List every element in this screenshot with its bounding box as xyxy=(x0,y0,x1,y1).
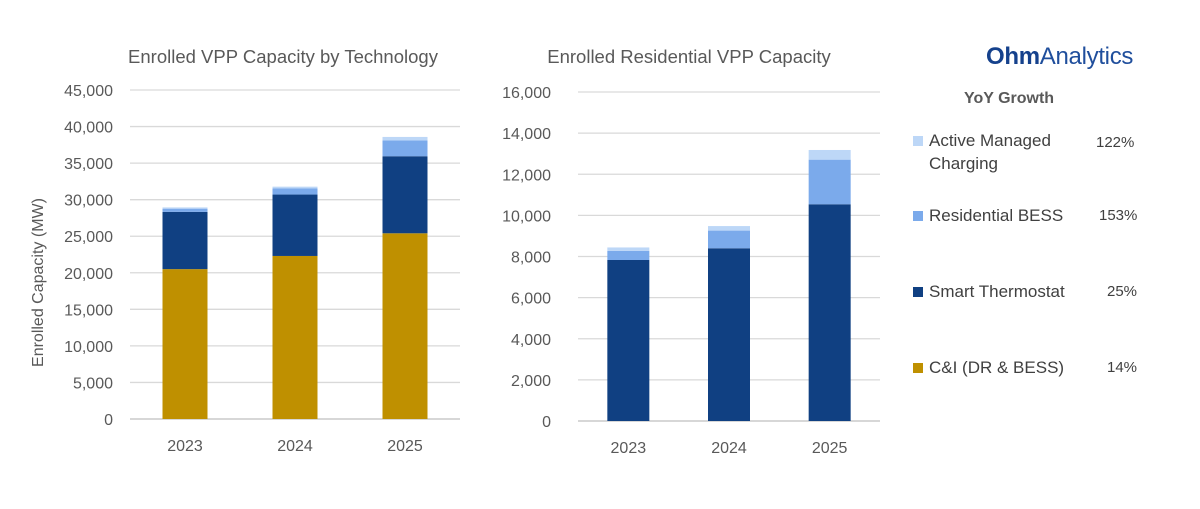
x-tick-label: 2024 xyxy=(277,438,313,455)
legend-item-smart-thermostat: Smart Thermostat xyxy=(913,280,1065,303)
bar-segment-c-i-dr-bess--2023 xyxy=(162,269,208,419)
legend-title: YoY Growth xyxy=(964,90,1055,107)
bar-segment-c-i-dr-bess--2024 xyxy=(272,255,318,419)
y-tick-label: 12,000 xyxy=(502,167,551,184)
y-tick-label: 5,000 xyxy=(73,375,113,392)
y-tick-label: 14,000 xyxy=(502,126,551,143)
bar-segment-residential-bess-2025 xyxy=(808,159,851,205)
y-tick-label: 0 xyxy=(104,412,113,429)
y-tick-label: 0 xyxy=(542,414,551,431)
legend-label: C&I (DR & BESS) xyxy=(929,358,1065,377)
y-tick-label: 30,000 xyxy=(64,193,113,210)
legend-swatch xyxy=(913,136,923,146)
bar-segment-active-managed-charging-2024 xyxy=(272,186,318,189)
bar-segment-smart-thermostat-2025 xyxy=(382,156,428,234)
legend-item-active-managed-charging: Active Managed Charging xyxy=(913,129,1063,175)
bar-segment-c-i-dr-bess--2025 xyxy=(382,233,428,419)
y-tick-label: 25,000 xyxy=(64,229,113,246)
bar-segment-residential-bess-2024 xyxy=(272,188,318,195)
legend-swatch xyxy=(913,363,923,373)
legend-swatch xyxy=(913,211,923,221)
bar-segment-active-managed-charging-2024 xyxy=(708,226,750,231)
bar-segment-active-managed-charging-2023 xyxy=(162,207,208,209)
bar-segment-residential-bess-2023 xyxy=(162,208,208,212)
growth-active-managed-charging: 122% xyxy=(1096,134,1135,151)
bar-segment-smart-thermostat-2024 xyxy=(708,248,750,421)
bar-segment-smart-thermostat-2024 xyxy=(272,194,318,256)
bar-segment-smart-thermostat-2023 xyxy=(162,211,208,270)
legend-item-residential-bess: Residential BESS xyxy=(913,204,1063,227)
growth-ci-dr-bess: 14% xyxy=(1107,359,1138,376)
bar-segment-smart-thermostat-2023 xyxy=(607,259,650,421)
y-axis-label: Enrolled Capacity (MW) xyxy=(30,198,47,367)
y-tick-label: 16,000 xyxy=(502,85,551,102)
y-tick-label: 40,000 xyxy=(64,120,113,137)
chart-title: Enrolled Residential VPP Capacity xyxy=(547,46,831,67)
bar-segment-smart-thermostat-2025 xyxy=(808,204,851,421)
bar-segment-active-managed-charging-2025 xyxy=(808,149,851,160)
legend-swatch xyxy=(913,287,923,297)
y-tick-label: 2,000 xyxy=(511,373,551,390)
bar-segment-residential-bess-2023 xyxy=(607,250,650,260)
x-tick-label: 2024 xyxy=(711,440,747,457)
x-tick-label: 2023 xyxy=(167,438,203,455)
y-tick-label: 10,000 xyxy=(502,208,551,225)
y-tick-label: 10,000 xyxy=(64,339,113,356)
legend-label: Smart Thermostat xyxy=(929,282,1065,301)
x-tick-label: 2023 xyxy=(611,440,647,457)
bar-segment-residential-bess-2024 xyxy=(708,230,750,249)
chart-title: Enrolled VPP Capacity by Technology xyxy=(128,46,439,67)
growth-smart-thermostat: 25% xyxy=(1107,283,1138,300)
y-tick-label: 35,000 xyxy=(64,156,113,173)
y-tick-label: 8,000 xyxy=(511,250,551,267)
growth-residential-bess: 153% xyxy=(1099,207,1138,224)
bar-segment-residential-bess-2025 xyxy=(382,140,428,157)
legend-label: Residential BESS xyxy=(929,206,1064,225)
legend-item-ci-dr-bess: C&I (DR & BESS) xyxy=(913,356,1064,379)
y-tick-label: 45,000 xyxy=(64,83,113,100)
y-tick-label: 20,000 xyxy=(64,266,113,283)
y-tick-label: 4,000 xyxy=(511,332,551,349)
legend-label: Active Managed Charging xyxy=(929,131,1051,173)
x-tick-label: 2025 xyxy=(387,438,423,455)
x-tick-label: 2025 xyxy=(812,440,848,457)
ohm-analytics-logo: OhmAnalytics xyxy=(986,43,1134,70)
y-tick-label: 15,000 xyxy=(64,302,113,319)
bar-segment-active-managed-charging-2025 xyxy=(382,136,428,141)
y-tick-label: 6,000 xyxy=(511,291,551,308)
bar-segment-active-managed-charging-2023 xyxy=(607,247,650,251)
